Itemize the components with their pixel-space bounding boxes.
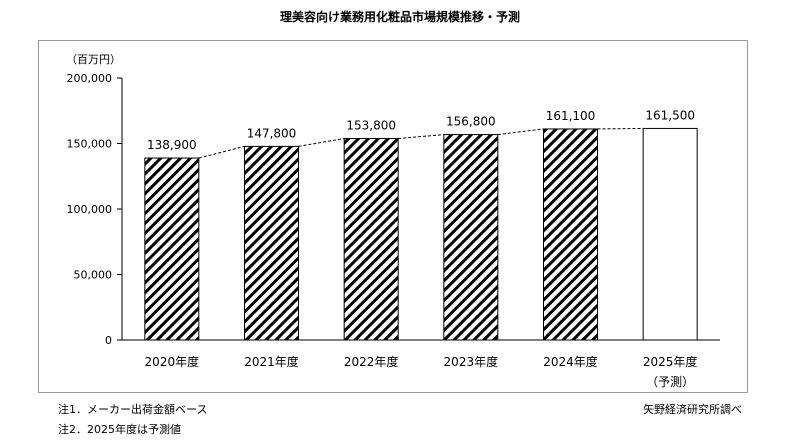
note-1: 注1．メーカー出荷金額ベース — [58, 403, 208, 416]
note-2: 注2．2025年度は予測値 — [58, 423, 181, 436]
value-label: 156,800 — [446, 115, 496, 129]
connector-lines — [198, 127, 644, 159]
x-tick-label: 2025年度 — [643, 354, 698, 369]
x-tick-sublabel: （予測） — [646, 375, 694, 389]
x-tick-label: 2022年度 — [344, 354, 399, 369]
value-label: 161,500 — [645, 108, 695, 122]
x-tick-label: 2023年度 — [444, 354, 499, 369]
x-tick-label: 2021年度 — [244, 354, 299, 369]
chart-frame — [38, 40, 748, 393]
connector-line — [298, 138, 345, 147]
bar-2022年度 — [343, 138, 399, 341]
value-label: 161,100 — [546, 109, 596, 123]
bar-2020年度 — [144, 157, 200, 341]
y-tick-label: 100,000 — [67, 203, 113, 216]
source-credit: 矢野経済研究所調べ — [643, 403, 742, 416]
y-tick-label: 200,000 — [67, 72, 113, 85]
value-label: 153,800 — [346, 119, 396, 133]
value-labels: 138,900 147,800 153,800 156,800 161,100 161,5… — [147, 108, 695, 152]
y-axis-unit-label: （百万円） — [66, 53, 121, 66]
x-axis-labels: 2020年度 2021年度 2022年度 2023年度 2024年度 2025年度 （予測） — [145, 354, 698, 389]
x-tick-label: 2020年度 — [145, 354, 200, 369]
connector-line — [198, 145, 245, 159]
bar-2023年度 — [443, 134, 499, 341]
y-tick-label: 50,000 — [74, 269, 113, 282]
bar-2021年度 — [244, 145, 299, 341]
x-tick-label: 2024年度 — [543, 354, 598, 369]
chart-title: 理美容向け業務用化粧品市場規模推移・予測 — [279, 10, 520, 24]
bars — [144, 127, 698, 341]
value-label: 147,800 — [247, 126, 297, 140]
y-tick-label: 0 — [105, 334, 112, 347]
y-tick-label: 150,000 — [67, 138, 113, 151]
connector-line — [398, 134, 444, 140]
y-axis: 0 50,000 100,000 150,000 200,000 — [67, 72, 720, 347]
connector-line — [597, 127, 644, 130]
bar-2025年度 — [642, 127, 698, 341]
bar-2024年度 — [543, 128, 598, 341]
value-label: 138,900 — [147, 138, 197, 152]
connector-line — [497, 128, 544, 136]
